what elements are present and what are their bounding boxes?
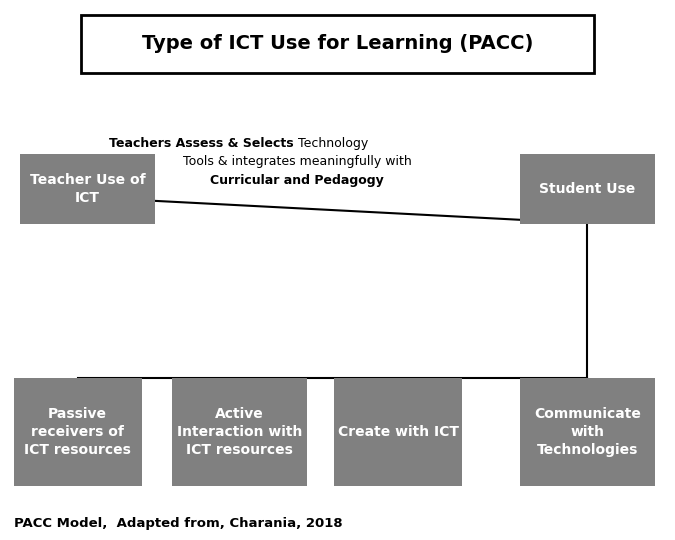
Text: Tools & integrates meaningfully with: Tools & integrates meaningfully with bbox=[183, 156, 411, 168]
Text: Teachers Assess & Selects: Teachers Assess & Selects bbox=[109, 137, 294, 150]
Text: Technology: Technology bbox=[294, 137, 369, 150]
Text: Create with ICT: Create with ICT bbox=[338, 425, 459, 439]
FancyBboxPatch shape bbox=[172, 378, 307, 486]
Text: Passive
receivers of
ICT resources: Passive receivers of ICT resources bbox=[24, 407, 131, 457]
Text: Curricular and Pedagogy: Curricular and Pedagogy bbox=[210, 174, 384, 187]
Text: Type of ICT Use for Learning (PACC): Type of ICT Use for Learning (PACC) bbox=[142, 34, 533, 53]
FancyBboxPatch shape bbox=[81, 15, 594, 73]
Text: Active
Interaction with
ICT resources: Active Interaction with ICT resources bbox=[177, 407, 302, 457]
Text: Teacher Use of
ICT: Teacher Use of ICT bbox=[30, 173, 146, 205]
FancyBboxPatch shape bbox=[520, 154, 655, 224]
Text: Communicate
with
Technologies: Communicate with Technologies bbox=[534, 407, 641, 457]
FancyBboxPatch shape bbox=[520, 378, 655, 486]
FancyBboxPatch shape bbox=[334, 378, 462, 486]
FancyBboxPatch shape bbox=[14, 378, 142, 486]
Text: PACC Model,  Adapted from, Charania, 2018: PACC Model, Adapted from, Charania, 2018 bbox=[14, 517, 342, 530]
Text: Student Use: Student Use bbox=[539, 182, 635, 196]
FancyBboxPatch shape bbox=[20, 154, 155, 224]
